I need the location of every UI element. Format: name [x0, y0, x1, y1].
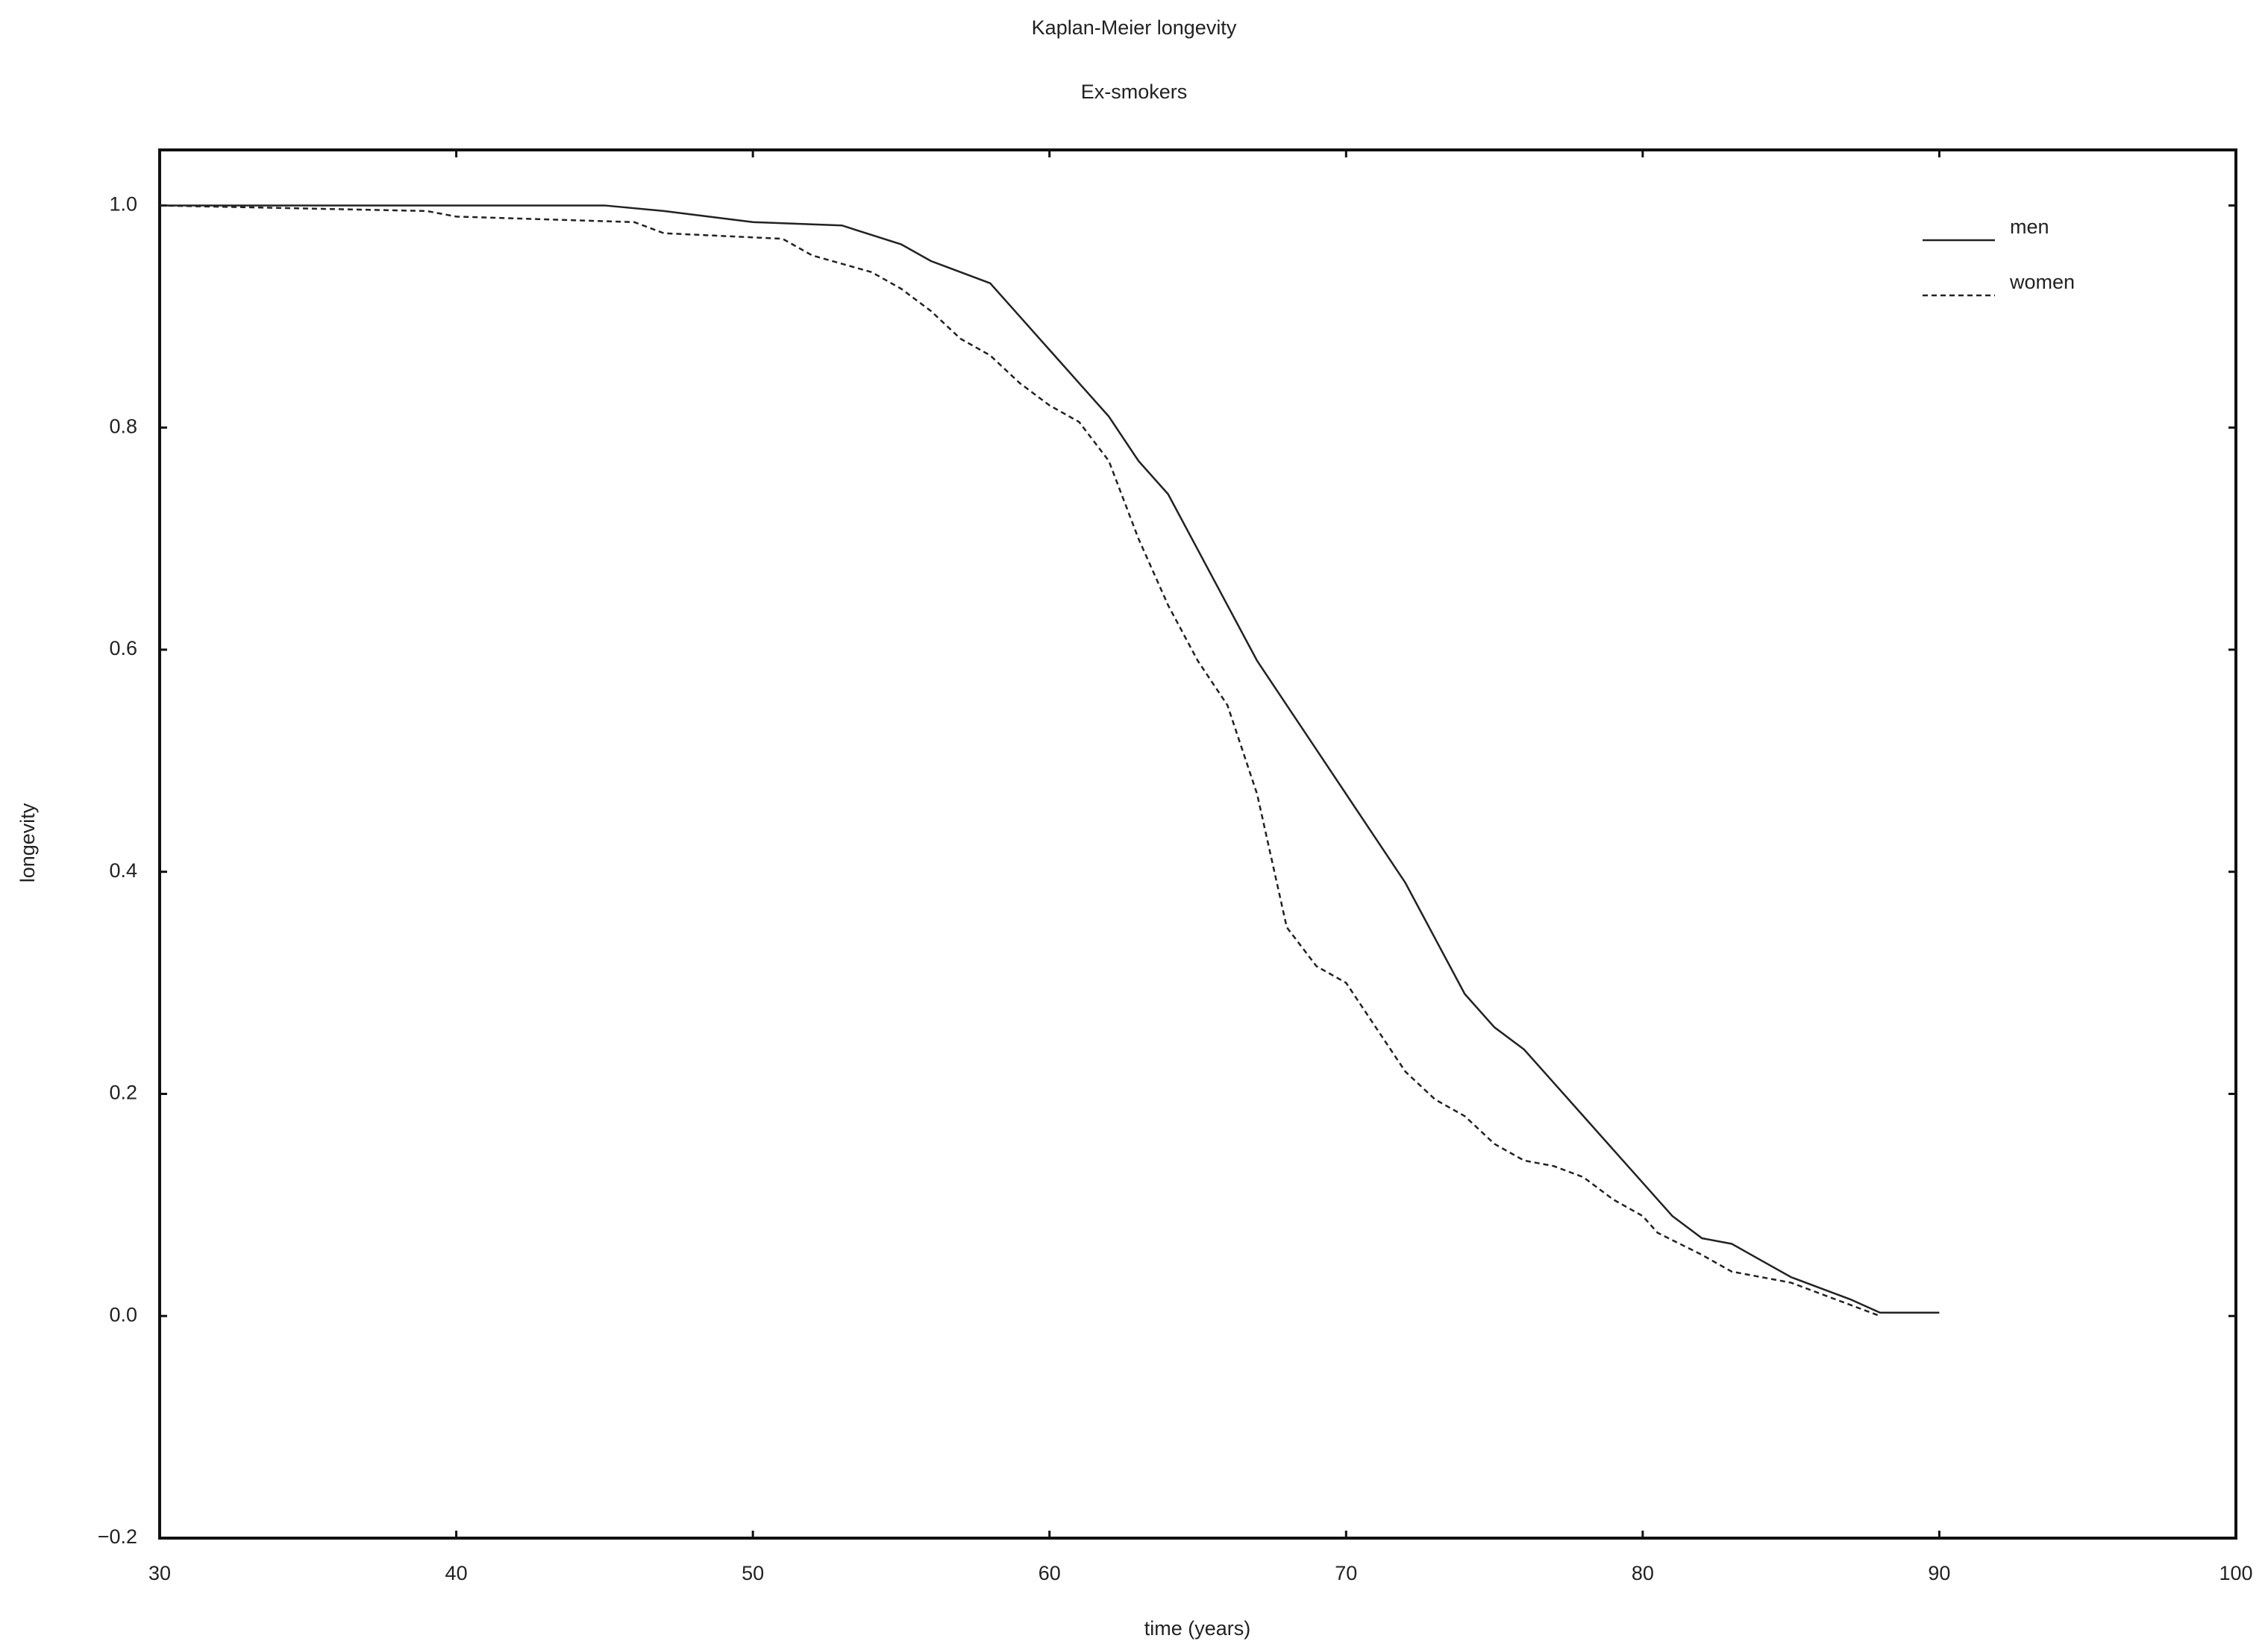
plot-frame — [158, 148, 2237, 1540]
y-tick-label: 1.0 — [109, 193, 137, 216]
x-tick-label: 90 — [1928, 1562, 1950, 1584]
series-line — [160, 204, 1940, 1314]
x-tick-label: 100 — [2219, 1562, 2252, 1584]
x-axis-label: time (years) — [1144, 1617, 1251, 1640]
y-axis-label: longevity — [16, 803, 39, 882]
y-tick-label: 0.2 — [109, 1082, 137, 1104]
y-tick-label: 0.8 — [109, 415, 137, 437]
x-tick-label: 60 — [1039, 1562, 1061, 1584]
x-tick-label: 70 — [1335, 1562, 1357, 1584]
y-tick-label: 0.0 — [109, 1303, 137, 1326]
y-tick-label: −0.2 — [98, 1525, 137, 1548]
legend-label: women — [2009, 271, 2075, 293]
series-line — [159, 204, 1881, 1317]
x-tick-label: 30 — [148, 1562, 171, 1584]
x-tick-label: 40 — [445, 1562, 468, 1584]
y-tick-label: 0.4 — [109, 859, 137, 882]
chart-subtitle: Ex-smokers — [1081, 81, 1188, 103]
x-tick-label: 80 — [1632, 1562, 1654, 1584]
x-tick-label: 50 — [742, 1562, 764, 1584]
y-tick-label: 0.6 — [109, 637, 137, 659]
legend-label: men — [2010, 216, 2049, 238]
chart-title: Kaplan-Meier longevity — [1032, 16, 1237, 39]
